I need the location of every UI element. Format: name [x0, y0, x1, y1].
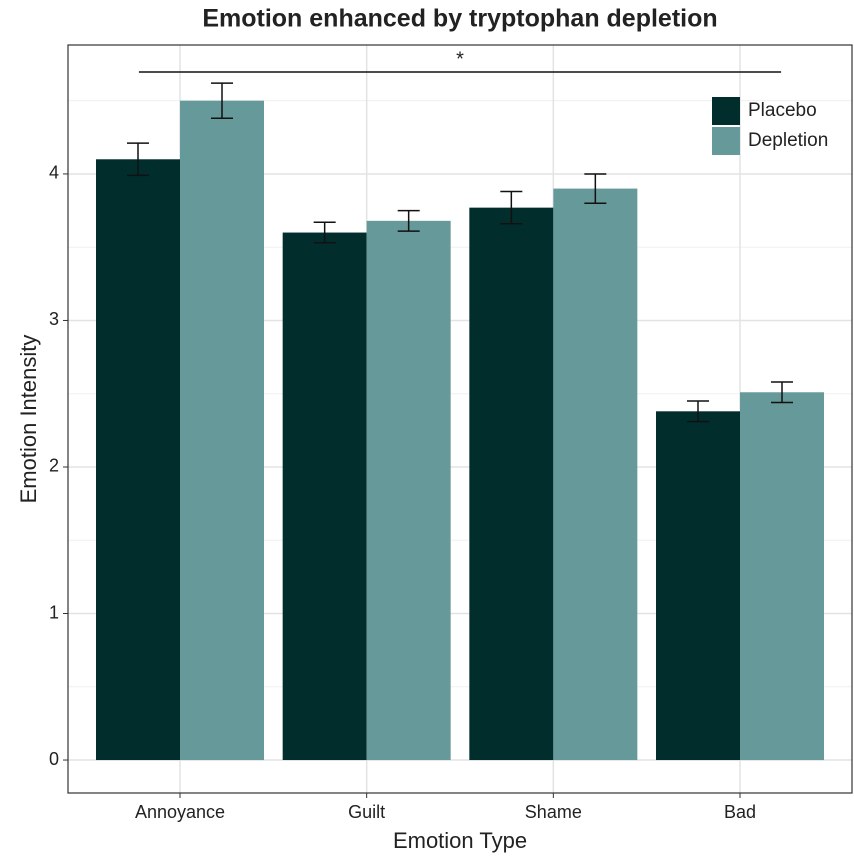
x-tick-label: Guilt — [348, 802, 385, 822]
bar — [180, 100, 264, 761]
chart-title: Emotion enhanced by tryptophan depletion — [202, 5, 717, 33]
y-tick-label: 0 — [49, 749, 59, 769]
x-tick-label: Bad — [724, 802, 756, 822]
y-tick-label: 4 — [49, 163, 59, 183]
legend-label: Depletion — [748, 130, 828, 151]
error-bar — [584, 173, 607, 204]
error-bar — [127, 142, 149, 177]
error-bar — [687, 400, 709, 423]
y-tick-label: 1 — [49, 602, 59, 622]
x-tick-label: Annoyance — [135, 802, 225, 822]
bar — [553, 188, 638, 761]
bar — [740, 392, 824, 761]
y-tick-label: 2 — [49, 456, 59, 476]
bar — [282, 232, 367, 761]
panel-border — [67, 44, 853, 794]
legend-swatch — [712, 97, 740, 125]
significance-label: * — [456, 48, 464, 70]
bar — [656, 411, 740, 761]
x-tick-label: Shame — [525, 802, 582, 822]
legend-label: Placebo — [748, 100, 817, 121]
y-tick-label: 3 — [49, 309, 59, 329]
bar — [366, 220, 451, 761]
error-bar — [771, 381, 793, 404]
error-bar — [500, 190, 523, 225]
bar — [469, 207, 554, 761]
error-bar — [313, 221, 336, 244]
y-axis-label: Emotion Intensity — [16, 335, 41, 504]
bar — [96, 159, 180, 761]
error-bar — [211, 82, 233, 120]
error-bar — [397, 209, 420, 232]
x-axis-label: Emotion Type — [393, 828, 527, 853]
legend-swatch — [712, 127, 740, 155]
